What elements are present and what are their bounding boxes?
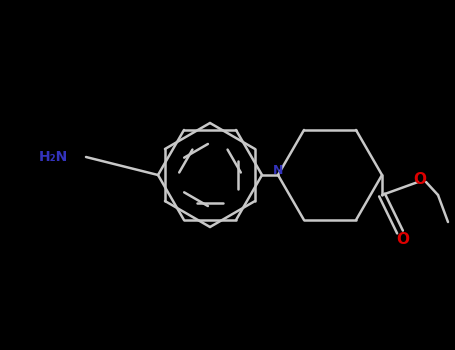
- Text: H₂N: H₂N: [39, 150, 68, 164]
- Text: O: O: [414, 173, 426, 188]
- Text: O: O: [396, 232, 410, 247]
- Text: N: N: [273, 164, 283, 177]
